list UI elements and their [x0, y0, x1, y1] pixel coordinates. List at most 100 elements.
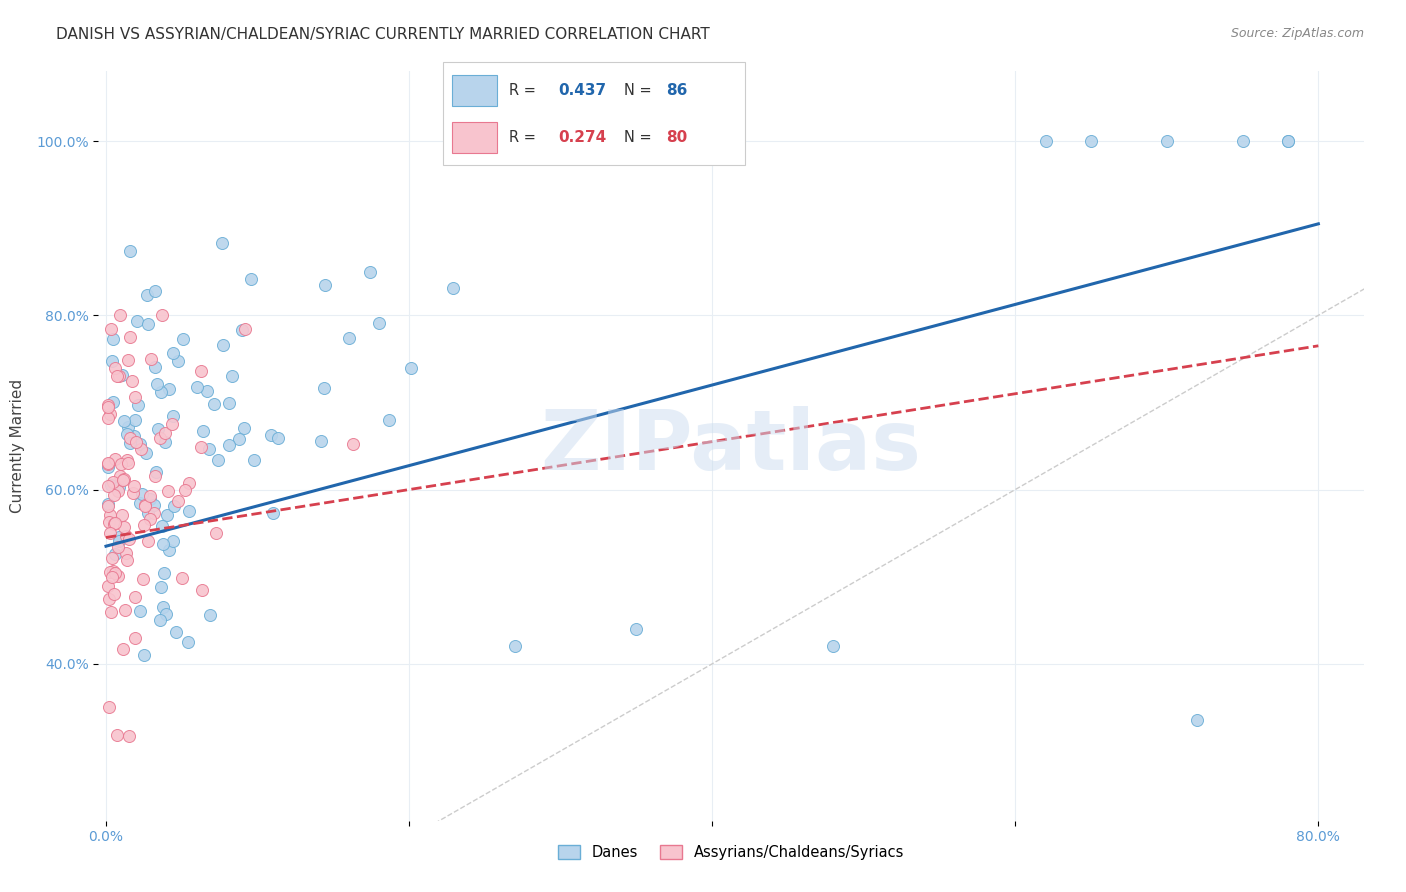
Point: [108, 469, 131, 483]
Point: [111, 508, 134, 522]
Point: [239, 272, 262, 286]
Point: [149, 385, 172, 400]
Point: [108, 308, 131, 322]
Point: [97, 457, 120, 471]
Point: [98, 566, 121, 580]
Point: [165, 625, 187, 640]
Point: [128, 604, 150, 618]
Point: [233, 322, 256, 336]
Point: [108, 530, 131, 544]
Point: [121, 374, 143, 388]
Point: [212, 338, 235, 352]
Point: [337, 331, 360, 345]
Point: [200, 607, 222, 622]
Point: [120, 436, 142, 450]
Point: [104, 566, 127, 580]
Point: [263, 507, 285, 521]
Point: [1277, 134, 1299, 148]
Point: [125, 314, 148, 328]
Point: [104, 360, 127, 375]
Point: [367, 316, 389, 330]
Point: [100, 508, 122, 522]
Point: [359, 265, 381, 279]
Point: [157, 542, 180, 557]
Point: [100, 478, 122, 492]
Point: [176, 635, 198, 649]
Point: [138, 489, 160, 503]
Point: [136, 533, 159, 548]
Point: [115, 452, 138, 467]
Point: [103, 333, 125, 347]
Point: [260, 427, 283, 442]
Point: [107, 534, 129, 549]
Point: [139, 352, 162, 367]
Point: [131, 486, 153, 500]
Point: [172, 332, 194, 346]
Point: [162, 346, 184, 360]
Point: [160, 417, 183, 431]
Point: [111, 368, 134, 383]
Point: [314, 277, 336, 292]
Point: [157, 382, 180, 396]
Point: [221, 368, 243, 383]
Text: N =: N =: [624, 130, 657, 145]
Point: [1232, 134, 1254, 148]
Text: 0.437: 0.437: [558, 83, 606, 97]
Point: [162, 499, 184, 513]
Point: [312, 381, 335, 395]
Point: [104, 548, 127, 562]
Point: [96, 579, 118, 593]
Point: [155, 426, 177, 441]
Point: [96, 456, 118, 470]
Point: [211, 235, 233, 250]
Point: [118, 533, 141, 547]
Point: [107, 540, 129, 554]
Point: [179, 504, 201, 518]
Point: [96, 398, 118, 412]
Point: [114, 603, 136, 617]
Point: [153, 566, 176, 581]
Point: [124, 390, 146, 404]
Point: [136, 506, 159, 520]
Point: [232, 421, 254, 435]
Point: [100, 322, 122, 336]
Point: [138, 512, 160, 526]
Text: DANISH VS ASSYRIAN/CHALDEAN/SYRIAC CURRENTLY MARRIED CORRELATION CHART: DANISH VS ASSYRIAN/CHALDEAN/SYRIAC CURRE…: [56, 27, 710, 42]
Point: [107, 483, 129, 498]
Point: [149, 580, 172, 594]
Point: [1277, 134, 1299, 148]
Point: [145, 465, 167, 479]
Point: [134, 498, 156, 512]
Point: [100, 407, 122, 421]
Text: R =: R =: [509, 83, 541, 97]
Point: [103, 564, 125, 578]
Text: ZIPatlas: ZIPatlas: [541, 406, 921, 486]
Text: 86: 86: [666, 83, 688, 97]
Point: [193, 424, 215, 438]
Point: [342, 436, 364, 450]
Point: [127, 398, 149, 412]
Point: [162, 409, 184, 423]
Point: [112, 473, 135, 487]
Point: [118, 244, 141, 259]
Point: [150, 308, 173, 322]
Point: [503, 640, 526, 654]
FancyBboxPatch shape: [443, 62, 745, 165]
Point: [399, 361, 422, 376]
Point: [218, 437, 240, 451]
Point: [110, 458, 132, 472]
Point: [97, 411, 120, 425]
Point: [1080, 134, 1102, 148]
Point: [103, 488, 125, 502]
Point: [124, 429, 146, 443]
Point: [143, 359, 166, 374]
Point: [143, 468, 166, 483]
Text: 80: 80: [666, 130, 688, 145]
Point: [143, 284, 166, 298]
Point: [96, 400, 118, 414]
Text: R =: R =: [509, 130, 541, 145]
Point: [191, 582, 214, 597]
Point: [100, 605, 122, 619]
Point: [149, 613, 172, 627]
Point: [243, 452, 266, 467]
